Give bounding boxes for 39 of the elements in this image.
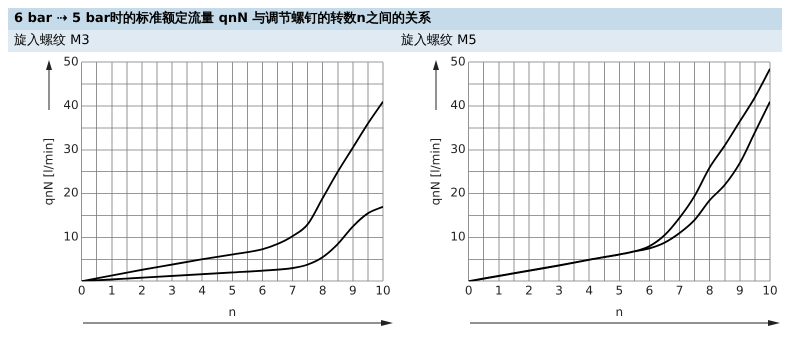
x-tick-label: 7 xyxy=(676,284,684,298)
y-tick-label: 50 xyxy=(63,54,79,68)
x-tick-label: 5 xyxy=(228,284,236,298)
x-tick-label: 8 xyxy=(318,284,327,298)
x-tick-label: 2 xyxy=(525,284,533,298)
x-tick-label: 4 xyxy=(198,284,206,298)
y-tick-label: 40 xyxy=(450,98,466,112)
x-tick-label: 6 xyxy=(258,284,266,298)
y-tick-label: 30 xyxy=(63,142,79,156)
x-tick-label: 3 xyxy=(555,284,563,298)
x-axis-title: n xyxy=(228,304,236,319)
x-tick-label: 6 xyxy=(646,284,654,298)
x-tick-label: 0 xyxy=(464,284,472,298)
x-axis-title: n xyxy=(616,304,624,319)
y-tick-label: 40 xyxy=(63,98,79,112)
x-tick-label: 1 xyxy=(494,284,503,298)
x-tick-label: 4 xyxy=(585,284,594,298)
y-axis-title: qnN [l/min] xyxy=(428,138,442,206)
y-tick-label: 20 xyxy=(63,186,79,200)
y-tick-label: 20 xyxy=(450,186,466,200)
x-tick-label: 10 xyxy=(375,284,391,298)
x-tick-label: 0 xyxy=(78,284,86,298)
x-tick-label: 3 xyxy=(168,284,176,298)
x-tick-label: 9 xyxy=(349,284,357,298)
x-tick-label: 5 xyxy=(616,284,624,298)
chart-title: 6 bar ⇢ 5 bar时的标准额定流量 qnN 与调节螺钉的转数n之间的关系 xyxy=(8,8,782,30)
y-tick-label: 30 xyxy=(450,142,466,156)
y-tick-label: 10 xyxy=(63,230,79,244)
y-tick-label: 50 xyxy=(450,54,466,68)
x-tick-label: 8 xyxy=(706,284,714,298)
x-tick-label: 9 xyxy=(736,284,744,298)
x-tick-label: 7 xyxy=(288,284,296,298)
y-axis-title: qnN [l/min] xyxy=(41,138,56,206)
chart-subtitle: 旋入螺纹 M3 xyxy=(8,30,395,52)
x-tick-label: 1 xyxy=(108,284,116,298)
x-tick-label: 10 xyxy=(762,284,778,298)
x-tick-label: 2 xyxy=(138,284,146,298)
chart-subtitle: 旋入螺纹 M5 xyxy=(395,30,782,52)
y-tick-label: 10 xyxy=(450,230,466,244)
